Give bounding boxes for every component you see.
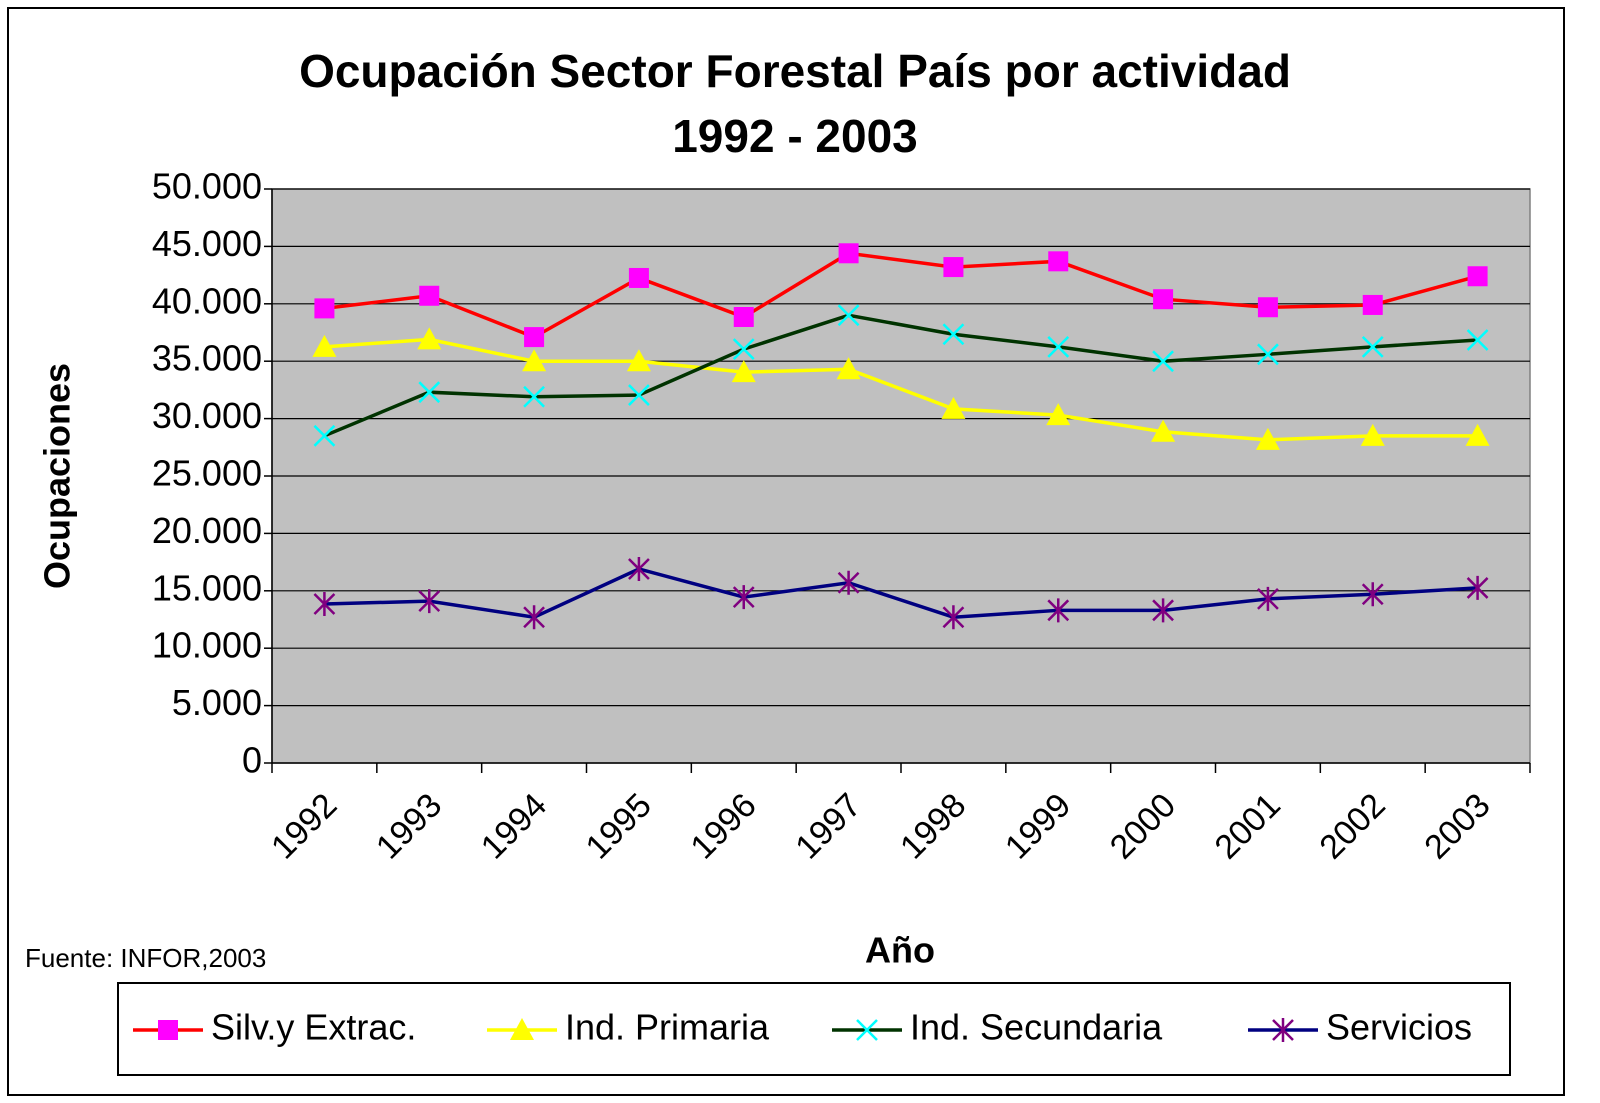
marker [313, 424, 336, 447]
marker [418, 381, 441, 404]
y-tick-label: 35.000 [152, 338, 262, 379]
marker [1361, 582, 1384, 607]
marker [1153, 289, 1174, 310]
marker [1466, 329, 1489, 351]
legend-label: Ind. Primaria [565, 1007, 770, 1048]
legend-marker [158, 1020, 178, 1040]
series-line [324, 337, 1478, 442]
marker [314, 298, 335, 319]
marker [1046, 403, 1071, 426]
marker [626, 349, 651, 372]
marker [1465, 423, 1490, 446]
marker [523, 605, 545, 630]
marker [1257, 343, 1279, 366]
marker [313, 592, 336, 617]
marker [731, 360, 756, 383]
chart-subtitle: 1992 - 2003 [672, 110, 918, 162]
marker [1152, 598, 1174, 623]
x-axis-label: Año [865, 930, 935, 971]
marker [522, 349, 547, 372]
y-tick-label: 10.000 [152, 625, 262, 666]
legend-marker [1272, 1018, 1294, 1042]
series-line [324, 251, 1479, 340]
marker [1047, 335, 1070, 358]
source-note: Fuente: INFOR,2003 [25, 943, 266, 973]
y-tick-label: 25.000 [152, 453, 262, 494]
marker [1047, 598, 1070, 623]
marker [836, 357, 861, 380]
marker [417, 327, 442, 350]
marker [628, 556, 650, 581]
marker [733, 307, 754, 328]
marker [732, 585, 755, 610]
chart-title: Ocupación Sector Forestal País por activ… [299, 45, 1291, 97]
marker [419, 285, 440, 306]
marker [1152, 350, 1174, 373]
marker [628, 267, 649, 288]
y-tick-label: 5.000 [172, 682, 262, 723]
marker [1361, 335, 1384, 358]
marker [942, 323, 965, 346]
series-line [323, 313, 1478, 438]
legend-marker [856, 1019, 878, 1041]
y-tick-label: 45.000 [152, 223, 262, 264]
marker [1048, 251, 1069, 272]
marker [838, 243, 859, 264]
legend-label: Ind. Secundaria [910, 1007, 1163, 1048]
marker [732, 338, 755, 361]
marker [524, 327, 545, 348]
marker [942, 605, 965, 630]
marker [941, 396, 966, 419]
marker [1362, 294, 1383, 315]
y-tick-label: 30.000 [152, 395, 262, 436]
marker [1151, 419, 1176, 442]
legend-label: Servicios [1326, 1007, 1472, 1048]
y-tick-label: 20.000 [152, 510, 262, 551]
marker [523, 385, 545, 408]
y-tick-label: 40.000 [152, 280, 262, 321]
marker [1466, 575, 1489, 600]
marker [1257, 297, 1278, 318]
legend-marker [510, 1018, 534, 1040]
marker [1360, 423, 1385, 446]
marker [1255, 427, 1280, 450]
marker [312, 334, 337, 357]
marker [1467, 266, 1488, 287]
marker [837, 570, 860, 595]
y-axis-label: Ocupaciones [37, 363, 78, 589]
marker [628, 384, 650, 406]
y-tick-label: 50.000 [152, 166, 262, 207]
marker [418, 589, 441, 614]
series-line [324, 567, 1478, 620]
legend-label: Silv.y Extrac. [211, 1007, 416, 1048]
y-tick-label: 15.000 [152, 567, 262, 608]
marker [1257, 586, 1279, 611]
marker [943, 257, 964, 278]
y-tick-label: 0 [242, 740, 262, 781]
marker [837, 304, 860, 327]
